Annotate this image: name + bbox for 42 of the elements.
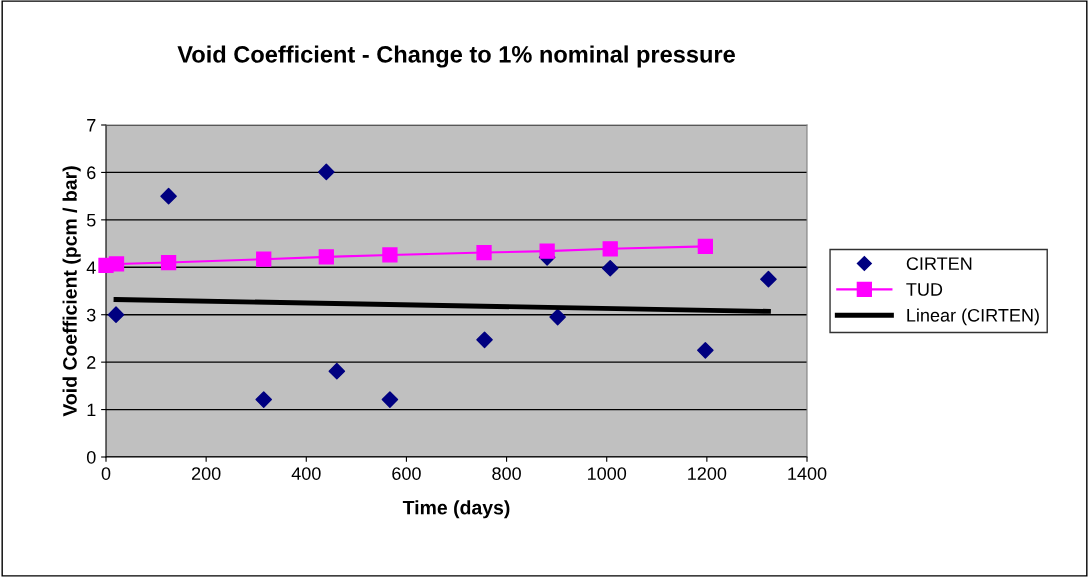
point <box>381 391 399 408</box>
point <box>760 270 777 288</box>
y-tick-label: 3 <box>86 308 96 322</box>
x-tick-label: 400 <box>291 467 321 480</box>
point <box>697 341 714 359</box>
point <box>539 243 555 259</box>
y-tick-label: 4 <box>86 261 96 274</box>
point <box>476 244 492 261</box>
point <box>328 362 346 380</box>
point <box>256 251 272 267</box>
y-tick-label: 1 <box>87 403 96 417</box>
point <box>697 238 713 255</box>
y-tick-label: 5 <box>86 213 96 227</box>
x-tick-label: 0 <box>101 467 111 480</box>
point <box>318 163 335 181</box>
point <box>318 249 334 265</box>
point <box>108 256 125 272</box>
y-tick-label: 6 <box>87 166 96 180</box>
legend-label: CIRTEN <box>906 257 972 270</box>
x-tick-label: 1400 <box>788 467 827 480</box>
y-axis-title: Void Coefficient (pcm / bar) <box>62 166 81 417</box>
point <box>255 391 273 408</box>
y-tick-label: 7 <box>87 119 96 132</box>
legend-label: Linear (CIRTEN) <box>907 308 1039 326</box>
point <box>549 308 566 326</box>
y-tick-label: 2 <box>87 356 96 369</box>
x-tick-label: 600 <box>392 467 421 480</box>
legend-label: TUD <box>906 283 943 296</box>
x-tick-label: 1000 <box>588 467 627 480</box>
x-tick-label: 800 <box>492 467 521 480</box>
x-tick-label: 200 <box>191 467 221 480</box>
point <box>602 241 618 257</box>
point <box>160 254 177 271</box>
x-axis-title: Time (days) <box>402 500 510 519</box>
x-tick-label: 1200 <box>688 467 727 480</box>
point <box>160 187 177 205</box>
point <box>601 259 619 277</box>
y-tick-label: 0 <box>86 450 96 464</box>
point <box>382 247 398 263</box>
point <box>476 331 493 349</box>
point <box>107 306 125 324</box>
chart-title: Void Coefficient - Change to 1% nominal pressure <box>177 45 735 68</box>
